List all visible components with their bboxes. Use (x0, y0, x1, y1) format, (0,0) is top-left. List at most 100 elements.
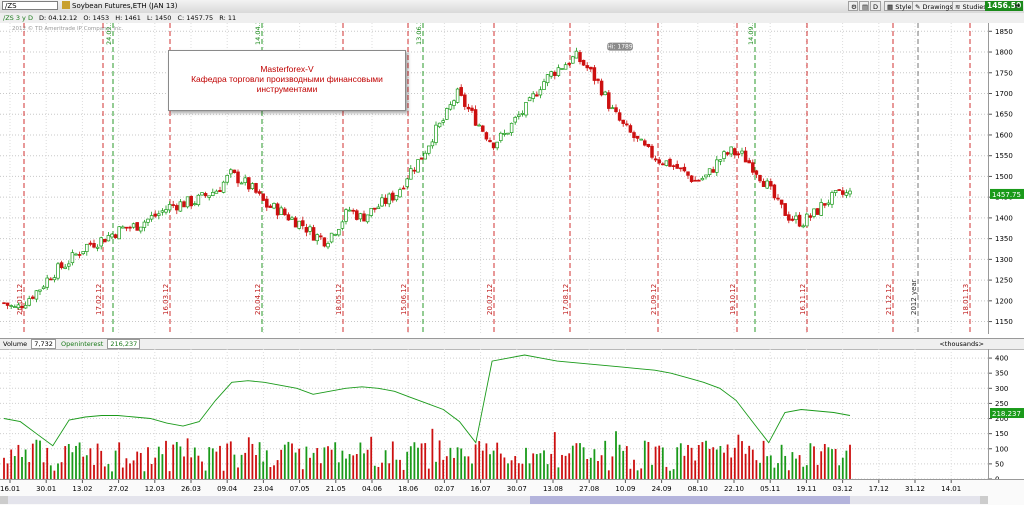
price-chart[interactable]: 20.01.12 17.02.12 16.03.12 20.04.12 18.05.12… (0, 23, 988, 334)
candle-body (736, 153, 741, 156)
candle-body (455, 88, 460, 103)
volume-bar (813, 446, 815, 479)
chart-toolbar: /ZS Soybean Futures,ETH (JAN 13) ⚙ ▤ D ▦… (0, 0, 1024, 14)
candle-body (124, 226, 129, 229)
candle-body (31, 296, 35, 299)
candle-body (639, 138, 643, 141)
candle-body (484, 132, 489, 140)
scrollbar-thumb (530, 496, 850, 504)
volume-bar (467, 456, 470, 479)
date-tick-label: 16.01 (0, 485, 20, 493)
drawings-button[interactable]: ✎ Drawings (912, 1, 956, 11)
volume-bar (625, 446, 628, 479)
high-value: H: 1461 (115, 14, 141, 22)
candle-body (38, 289, 42, 292)
candle-body (747, 160, 751, 164)
volume-bar (125, 458, 128, 479)
volume-bar (420, 443, 423, 479)
candle-body (650, 145, 654, 158)
volume-bar (561, 454, 563, 479)
volume-bar (67, 443, 70, 479)
volume-bar (622, 450, 625, 479)
price-tick-label: 1550 (995, 152, 1013, 160)
volume-axis[interactable]: 400 350 300 250 200 150 100 50 0 218.237 (988, 349, 1024, 479)
candle-body (553, 71, 557, 76)
volume-bar (298, 448, 301, 479)
volume-bar (71, 452, 74, 479)
print-icon[interactable]: ▤ (859, 1, 869, 11)
candle-body (319, 235, 323, 238)
close-value: C: 1457.75 (177, 14, 214, 22)
candle-body (538, 89, 543, 96)
candle-body (790, 218, 795, 221)
volume-bar (409, 446, 412, 479)
green-event-label: 13.06.12 (415, 23, 423, 45)
scroll-right-button (980, 496, 988, 504)
candle-body (301, 220, 305, 227)
volume-bar (701, 442, 704, 479)
candle-body (801, 225, 805, 228)
candle-body (261, 193, 265, 201)
volume-bar (456, 447, 459, 479)
candle-body (41, 286, 46, 289)
annotation-box[interactable]: Masterforex-V Кафедра торговли производн… (168, 50, 406, 111)
volume-bar (726, 444, 729, 479)
volume-bar (147, 447, 149, 479)
annotation-line-3: инструментами (256, 84, 318, 94)
volume-bar (712, 447, 715, 479)
candle-body (765, 180, 769, 189)
candle-body (567, 62, 571, 65)
candle-body (106, 235, 111, 242)
candle-body (286, 214, 291, 221)
candle-body (499, 132, 503, 141)
volume-bar (525, 447, 527, 479)
candle-body (344, 209, 348, 222)
volume-bar (708, 448, 711, 479)
symbol-input[interactable]: /ZS (2, 1, 58, 10)
volume-bar (553, 432, 556, 479)
candle-body (164, 209, 168, 213)
candle-body (776, 197, 780, 200)
volume-bar (157, 446, 160, 479)
candle-body (243, 177, 247, 183)
date-tick-label: 07.05 (290, 485, 310, 493)
menu-icon[interactable]: ≡ (1014, 1, 1021, 10)
volume-bar (787, 470, 790, 479)
price-axis[interactable]: 1850180017501700165016001550150014501400… (988, 23, 1024, 334)
candle-body (848, 190, 852, 195)
price-tick-label: 1600 (995, 131, 1013, 139)
volume-chart[interactable] (0, 349, 988, 479)
d-button[interactable]: D (870, 1, 882, 11)
candle-body (355, 210, 359, 220)
candle-body (178, 201, 183, 212)
candle-body (142, 221, 147, 228)
volume-label: Volume (3, 340, 28, 348)
candle-body (171, 204, 175, 206)
price-tick-label: 1650 (995, 111, 1013, 119)
candle-body (592, 67, 597, 81)
volume-bar (679, 443, 682, 479)
candle-body (434, 124, 438, 143)
volume-bar (103, 466, 106, 479)
oi-label: Openinterest (60, 340, 104, 348)
candle-body (369, 207, 373, 216)
date-axis[interactable]: 16.01 30.01 13.02 27.02 12.03 26.03 09.04 23.04… (0, 479, 1024, 505)
aggregation-label[interactable]: /ZS 3 y D (3, 14, 33, 22)
volume-bar (186, 438, 189, 479)
style-button[interactable]: ▦ Style (884, 1, 915, 11)
scrollbar-track (0, 496, 988, 504)
volume-bar (719, 445, 722, 479)
candle-body (81, 251, 85, 255)
volume-bar (89, 448, 92, 479)
studies-button[interactable]: ≋ Studies (952, 1, 990, 11)
volume-bar (748, 445, 751, 479)
volume-bar (161, 454, 164, 479)
volume-bar (485, 443, 488, 479)
candle-body (689, 175, 694, 182)
candle-body (409, 168, 413, 180)
candle-body (502, 132, 507, 135)
volume-tick-label: 0 (995, 476, 999, 480)
candle-body (812, 208, 816, 217)
date-tick-label: 26.03 (181, 485, 201, 493)
gear-icon[interactable]: ⚙ (848, 1, 858, 11)
